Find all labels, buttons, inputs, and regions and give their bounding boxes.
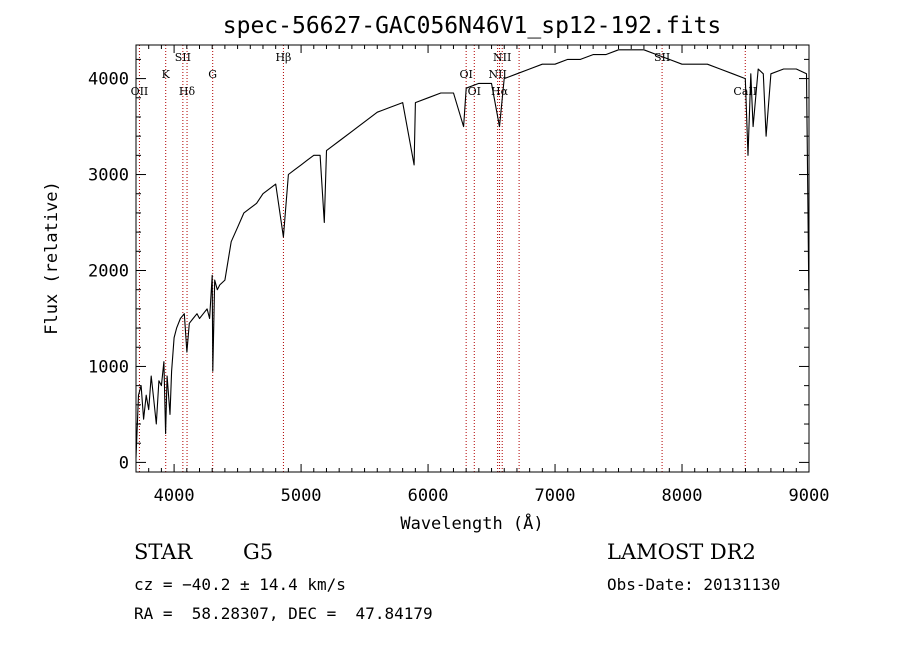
x-tick-label: 9000 xyxy=(789,486,830,506)
x-tick-label: 5000 xyxy=(281,486,322,506)
y-tick-label: 1000 xyxy=(88,357,129,377)
survey-name: LAMOST DR2 xyxy=(607,540,756,564)
spectral-line-label: SII xyxy=(175,51,191,64)
x-tick-label: 6000 xyxy=(408,486,449,506)
spectral-line-label: OI xyxy=(459,68,472,81)
spectral-line-label: K xyxy=(162,68,171,81)
y-axis-ticks: 0 1000 2000 3000 4000 xyxy=(88,58,809,473)
y-axis-label: Flux (relative) xyxy=(42,181,62,335)
spectral-line-label: OII xyxy=(131,85,149,98)
spectral-line-label: Hα xyxy=(491,85,509,98)
x-tick-label: 8000 xyxy=(662,486,703,506)
y-tick-label: 3000 xyxy=(88,166,129,186)
observation-date: Obs-Date: 20131130 xyxy=(607,575,781,594)
spectral-line-label: Hδ xyxy=(179,85,196,98)
sky-coordinates: RA = 58.28307, DEC = 47.84179 xyxy=(134,604,433,623)
plot-frame xyxy=(135,44,810,473)
redshift-cz: cz = −40.2 ± 14.4 km/s xyxy=(134,575,346,594)
chart-title: spec-56627-GAC056N46V1_sp12-192.fits xyxy=(223,13,722,39)
spectrum-series xyxy=(135,49,810,458)
spectral-subclass: G5 xyxy=(243,540,274,564)
spectral-line-label: SII xyxy=(654,51,670,64)
spectral-line-label: G xyxy=(208,68,217,81)
spectral-line-label: Hβ xyxy=(275,51,291,64)
spectral-line-label: NII xyxy=(488,68,506,81)
x-tick-label: 7000 xyxy=(535,486,576,506)
x-tick-label: 4000 xyxy=(154,486,195,506)
spectral-line-label: NII xyxy=(493,51,511,64)
object-type: STAR xyxy=(134,540,193,564)
spectrum-line xyxy=(135,49,810,458)
y-tick-label: 2000 xyxy=(88,261,129,281)
y-tick-label: 0 xyxy=(119,453,129,473)
spectral-line-label: OI xyxy=(468,85,481,98)
y-tick-label: 4000 xyxy=(88,70,129,90)
x-axis-ticks: 4000 5000 6000 7000 8000 9000 xyxy=(135,45,830,506)
x-axis-label: Wavelength (Å) xyxy=(400,512,543,534)
